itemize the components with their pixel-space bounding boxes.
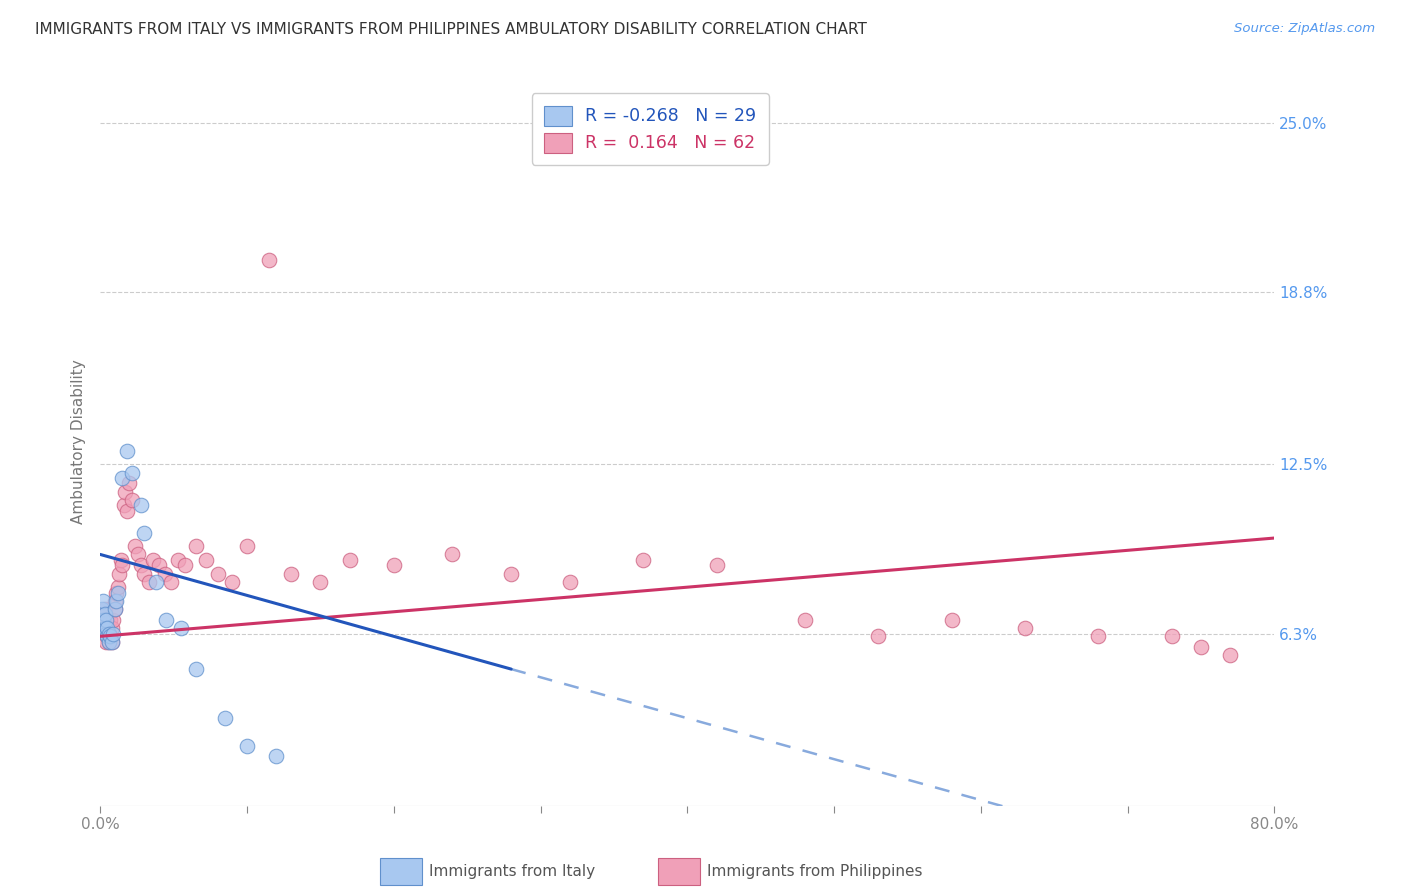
Point xyxy=(266,749,288,764)
Point xyxy=(236,739,259,753)
Point xyxy=(91,613,114,627)
Point xyxy=(339,553,361,567)
Point xyxy=(207,566,229,581)
Point xyxy=(1160,629,1182,643)
Point xyxy=(115,504,138,518)
Point xyxy=(93,621,115,635)
Point xyxy=(214,711,236,725)
Point xyxy=(441,548,464,562)
Point xyxy=(153,566,176,581)
Point xyxy=(91,607,114,622)
Point xyxy=(129,558,152,573)
Point xyxy=(101,634,124,648)
Point xyxy=(1087,629,1109,643)
Point xyxy=(97,626,120,640)
Point xyxy=(100,629,122,643)
Point xyxy=(236,539,259,553)
Point xyxy=(93,602,115,616)
Point xyxy=(155,613,177,627)
Point xyxy=(309,574,332,589)
Point xyxy=(706,558,728,573)
Point xyxy=(114,484,136,499)
Point xyxy=(110,553,132,567)
Text: Immigrants from Italy: Immigrants from Italy xyxy=(429,864,595,879)
Point xyxy=(382,558,405,573)
Point xyxy=(94,613,117,627)
Point xyxy=(793,613,815,627)
Point xyxy=(194,553,217,567)
Y-axis label: Ambulatory Disability: Ambulatory Disability xyxy=(72,359,86,524)
Point xyxy=(159,574,181,589)
Point xyxy=(129,498,152,512)
Point xyxy=(170,621,193,635)
Point xyxy=(108,566,131,581)
Point xyxy=(167,553,190,567)
Point xyxy=(111,558,134,573)
Point xyxy=(138,574,160,589)
Point xyxy=(112,498,135,512)
Point xyxy=(90,613,112,627)
Point xyxy=(257,252,280,267)
Point xyxy=(184,539,207,553)
Point xyxy=(91,621,114,635)
Point xyxy=(115,443,138,458)
Point xyxy=(121,492,143,507)
Point xyxy=(96,629,118,643)
Point xyxy=(134,566,156,581)
Point xyxy=(104,602,127,616)
Point xyxy=(501,566,523,581)
Point xyxy=(104,594,127,608)
Point xyxy=(101,621,124,635)
Point xyxy=(1014,621,1036,635)
Point xyxy=(97,634,120,648)
Point xyxy=(107,585,129,599)
Point xyxy=(184,662,207,676)
Point xyxy=(96,621,118,635)
Point xyxy=(868,629,890,643)
Point xyxy=(93,626,115,640)
Point xyxy=(105,585,128,599)
Point xyxy=(104,602,127,616)
Point xyxy=(100,629,122,643)
Point xyxy=(105,594,128,608)
Point xyxy=(107,580,129,594)
Point xyxy=(127,548,149,562)
Point xyxy=(174,558,197,573)
Point xyxy=(121,466,143,480)
Point xyxy=(134,525,156,540)
Point xyxy=(633,553,655,567)
Point xyxy=(103,626,125,640)
Point xyxy=(118,476,141,491)
Point xyxy=(148,558,170,573)
Text: Immigrants from Philippines: Immigrants from Philippines xyxy=(707,864,922,879)
Point xyxy=(101,634,124,648)
Legend: R = -0.268   N = 29, R =  0.164   N = 62: R = -0.268 N = 29, R = 0.164 N = 62 xyxy=(531,94,769,165)
Point xyxy=(96,629,118,643)
Point xyxy=(94,634,117,648)
Point xyxy=(93,607,115,622)
Point xyxy=(97,626,120,640)
Point xyxy=(941,613,963,627)
Point xyxy=(97,634,120,648)
Point xyxy=(103,613,125,627)
Point xyxy=(142,553,165,567)
Text: Source: ZipAtlas.com: Source: ZipAtlas.com xyxy=(1234,22,1375,36)
Point xyxy=(124,539,146,553)
Point xyxy=(111,471,134,485)
Text: IMMIGRANTS FROM ITALY VS IMMIGRANTS FROM PHILIPPINES AMBULATORY DISABILITY CORRE: IMMIGRANTS FROM ITALY VS IMMIGRANTS FROM… xyxy=(35,22,868,37)
Point xyxy=(90,602,112,616)
Point xyxy=(280,566,302,581)
Point xyxy=(91,594,114,608)
Point xyxy=(221,574,243,589)
Point xyxy=(145,574,167,589)
Point xyxy=(94,626,117,640)
Point xyxy=(1189,640,1212,655)
Point xyxy=(558,574,581,589)
Point xyxy=(94,613,117,627)
Point xyxy=(1219,648,1241,663)
Point xyxy=(96,621,118,635)
Point xyxy=(100,613,122,627)
